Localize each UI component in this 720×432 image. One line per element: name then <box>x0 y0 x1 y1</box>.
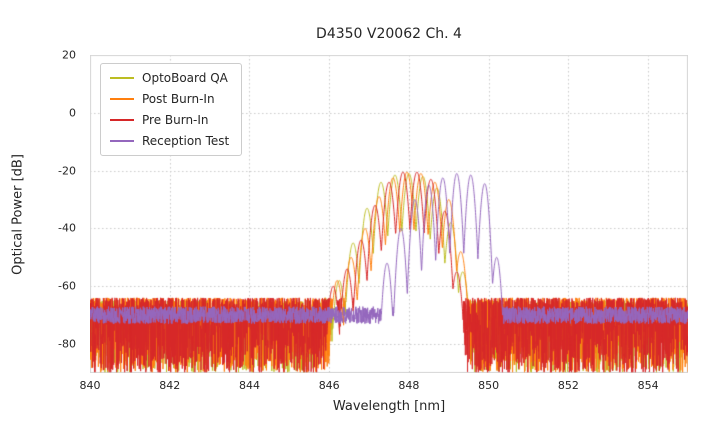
x-tick-label: 844 <box>238 379 260 392</box>
legend-item-optoboard-qa: OptoBoard QA <box>110 71 229 85</box>
legend-item-reception-test: Reception Test <box>110 134 229 148</box>
legend-line-swatch <box>110 119 134 121</box>
legend: OptoBoard QA Post Burn-In Pre Burn-In Re… <box>100 63 243 156</box>
legend-item-pre-burn-in: Pre Burn-In <box>110 113 229 127</box>
y-tick-label: 0 <box>69 106 76 120</box>
legend-label: Post Burn-In <box>142 92 215 106</box>
legend-label: OptoBoard QA <box>142 71 228 85</box>
x-tick-label: 854 <box>637 379 659 392</box>
x-tick-label: 846 <box>318 379 340 392</box>
legend-item-post-burn-in: Post Burn-In <box>110 92 229 106</box>
x-tick-label: 852 <box>557 379 579 392</box>
x-tick-label: 842 <box>159 379 181 392</box>
y-tick-label: 20 <box>62 48 76 62</box>
x-tick-label: 840 <box>79 379 101 392</box>
y-tick-label: -60 <box>58 279 76 293</box>
x-tick-labels: 840 842 844 846 848 850 852 854 <box>80 379 688 395</box>
y-tick-label: -40 <box>58 221 76 235</box>
legend-line-swatch <box>110 98 134 100</box>
legend-line-swatch <box>110 140 134 142</box>
y-tick-label: -80 <box>58 337 76 351</box>
x-tick-label: 848 <box>398 379 420 392</box>
y-tick-label: -20 <box>58 164 76 178</box>
legend-label: Pre Burn-In <box>142 113 209 127</box>
plot-area: OptoBoard QA Post Burn-In Pre Burn-In Re… <box>90 55 688 373</box>
chart-title: D4350 V20062 Ch. 4 <box>316 26 462 42</box>
x-axis-label: Wavelength [nm] <box>332 399 446 414</box>
legend-line-swatch <box>110 77 134 79</box>
legend-label: Reception Test <box>142 134 230 148</box>
x-tick-label: 850 <box>478 379 500 392</box>
y-tick-labels: 20 0 -20 -40 -60 -80 <box>0 49 82 373</box>
